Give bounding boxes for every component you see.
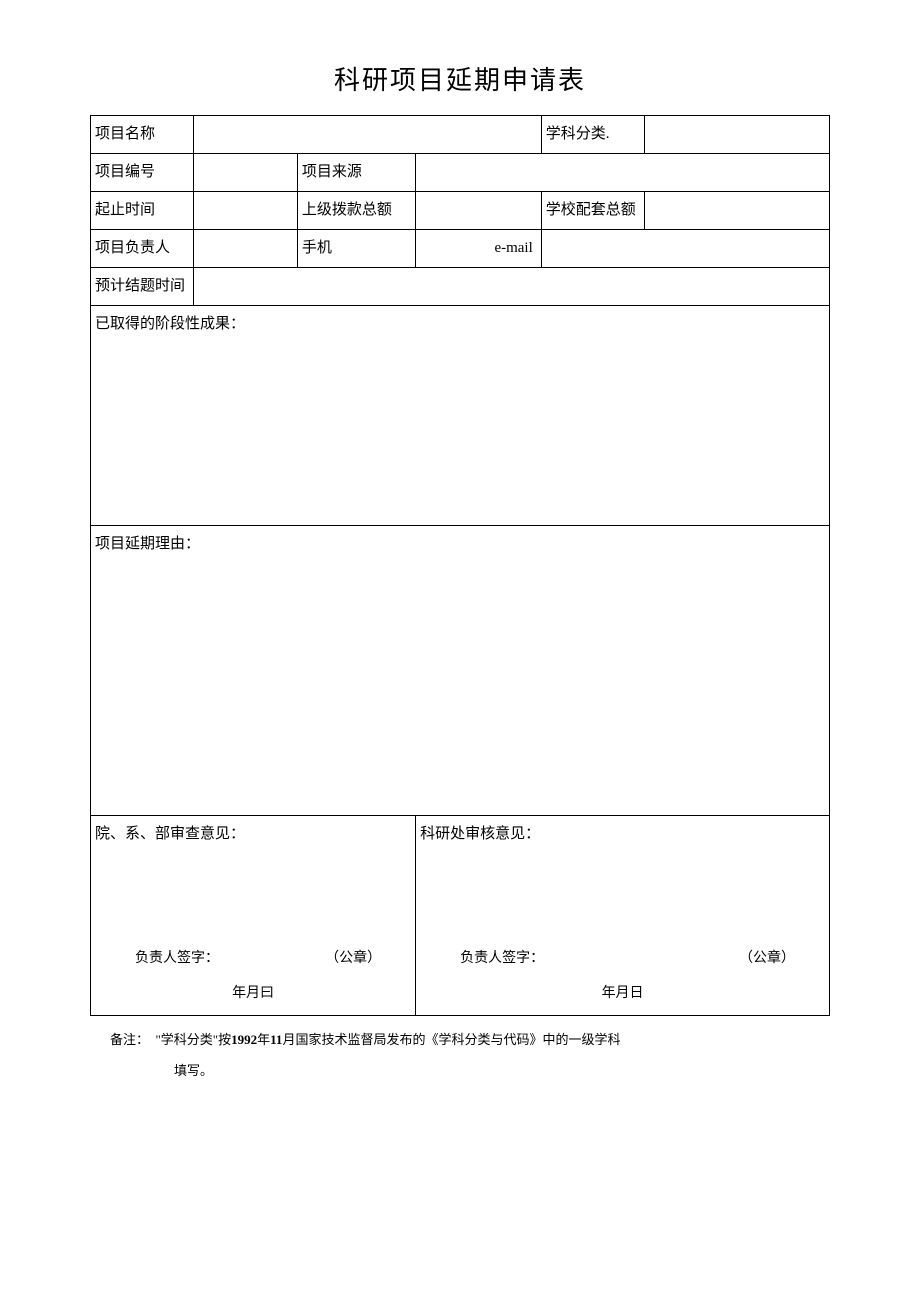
superior-fund-value: [416, 192, 542, 230]
project-number-label: 项目编号: [91, 154, 194, 192]
period-value: [194, 192, 297, 230]
section-results-label: 已取得的阶段性成果：: [95, 316, 245, 332]
footnote-suffix: 月国家技术监督局发布的《学科分类与代码》中的一级学科: [282, 1032, 620, 1047]
review-left-date: 年月曰: [95, 983, 411, 1009]
project-number-value: [194, 154, 297, 192]
subject-class-value: [645, 116, 830, 154]
superior-fund-label: 上级拨款总额: [297, 192, 415, 230]
expected-end-label: 预计结题时间: [91, 268, 194, 306]
subject-class-label: 学科分类.: [541, 116, 644, 154]
phone-label: 手机: [297, 230, 415, 268]
project-source-label: 项目来源: [297, 154, 415, 192]
section-reason: 项目延期理由：: [91, 526, 830, 816]
project-name-label: 项目名称: [91, 116, 194, 154]
email-value: [541, 230, 829, 268]
application-form-table: 项目名称 学科分类. 项目编号 项目来源 起止时间 上级拨款总额 学校配套总额 …: [90, 115, 830, 1016]
review-left-title: 院、系、部审查意见：: [95, 822, 411, 846]
project-name-value: [194, 116, 541, 154]
leader-value: [194, 230, 297, 268]
footnote-mid: 年: [257, 1032, 270, 1047]
footnote-month: 11: [270, 1032, 282, 1047]
review-left-sign-label: 负责人签字：: [135, 948, 219, 970]
school-fund-value: [645, 192, 830, 230]
review-right: 科研处审核意见： 负责人签字： （公章） 年月日: [416, 816, 830, 1016]
review-left: 院、系、部审查意见： 负责人签字： （公章） 年月曰: [91, 816, 416, 1016]
review-right-seal-label: （公章）: [739, 948, 795, 970]
review-right-title: 科研处审核意见：: [420, 822, 825, 846]
section-reason-label: 项目延期理由：: [95, 536, 200, 552]
email-label: e-mail: [494, 240, 532, 256]
review-right-date: 年月日: [420, 983, 825, 1009]
review-right-sign-label: 负责人签字：: [460, 948, 544, 970]
footnote: 备注： "学科分类"按1992年11月国家技术监督局发布的《学科分类与代码》中的…: [90, 1024, 830, 1086]
footnote-year: 1992: [231, 1032, 257, 1047]
project-source-value: [416, 154, 830, 192]
page-title: 科研项目延期申请表: [90, 60, 830, 97]
period-label: 起止时间: [91, 192, 194, 230]
school-fund-label: 学校配套总额: [541, 192, 644, 230]
footnote-prefix: 备注： "学科分类"按: [110, 1032, 231, 1047]
section-results: 已取得的阶段性成果：: [91, 306, 830, 526]
expected-end-value: [194, 268, 830, 306]
review-left-seal-label: （公章）: [325, 948, 381, 970]
footnote-line2: 填写。: [110, 1055, 830, 1086]
leader-label: 项目负责人: [91, 230, 194, 268]
phone-value: e-mail: [416, 230, 542, 268]
